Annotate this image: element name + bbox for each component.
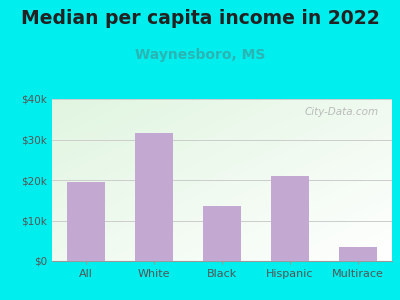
Bar	[271, 176, 309, 261]
Text: City-Data.com: City-Data.com	[304, 107, 378, 117]
Bar	[67, 182, 105, 261]
Bar	[135, 134, 173, 261]
Bar	[203, 206, 241, 261]
Text: Median per capita income in 2022: Median per capita income in 2022	[21, 9, 379, 28]
Text: Waynesboro, MS: Waynesboro, MS	[135, 48, 265, 62]
Bar	[339, 247, 377, 261]
